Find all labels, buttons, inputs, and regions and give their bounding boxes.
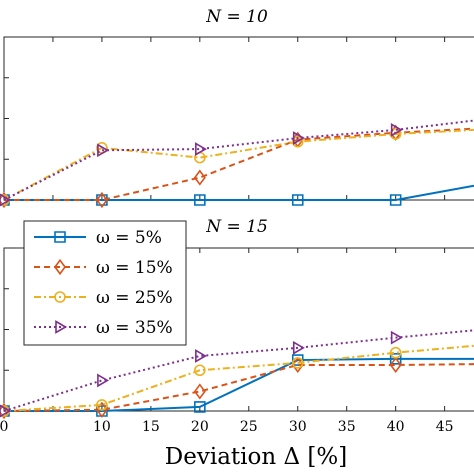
legend-label: ω = 5% (96, 228, 162, 248)
data-point (291, 194, 304, 206)
x-axis-label: Deviation Δ [%] (165, 444, 347, 470)
data-point (97, 143, 110, 158)
data-point (292, 131, 305, 145)
data-point (97, 373, 110, 388)
series-line (4, 184, 474, 201)
x-tick-label: 25 (240, 419, 258, 435)
series-4 (0, 329, 474, 418)
x-tick-label: 30 (289, 419, 307, 435)
legend-entry: ω = 5% (34, 228, 162, 248)
data-point (195, 349, 207, 363)
data-point (193, 383, 206, 400)
data-point (291, 357, 304, 369)
x-tick-label: 15 (142, 419, 160, 435)
series-line (4, 127, 474, 201)
series-line (3, 344, 474, 412)
data-point (390, 123, 403, 137)
data-point (193, 169, 206, 186)
data-point (194, 401, 206, 413)
data-point (0, 404, 12, 418)
series-line (3, 119, 474, 201)
axes-box (3, 36, 474, 201)
chart-panel-2: N = 15 0 10 15 20 25 30 35 40 45 Deviation Δ [%] (0, 217, 474, 470)
legend-marker (54, 258, 66, 276)
series-3 (0, 344, 474, 417)
series-line (3, 363, 474, 412)
data-point (389, 128, 402, 140)
legend-label: ω = 25% (96, 288, 173, 308)
x-tick-label: 40 (387, 419, 405, 435)
legend: ω = 5% ω = 15% ω = 25% ω = 35% (23, 220, 187, 346)
legend-marker (54, 231, 66, 243)
panel-title: N = 15 (205, 217, 268, 237)
legend-marker (55, 320, 68, 334)
legend-marker (54, 291, 66, 303)
data-point (390, 330, 403, 345)
chart-panel-1: N = 10 (0, 7, 474, 209)
x-tick-label: 0 (0, 419, 8, 435)
series-line (4, 357, 474, 412)
data-point (95, 191, 108, 209)
legend-label: ω = 15% (96, 258, 173, 278)
series-line (3, 128, 474, 201)
series-line (3, 329, 474, 412)
series-4 (0, 119, 474, 207)
x-tick-label: 20 (191, 419, 209, 435)
panel-title: N = 10 (205, 7, 268, 27)
data-point (96, 399, 108, 411)
x-tick-label: 45 (436, 419, 454, 435)
data-point (194, 194, 206, 206)
legend-label: ω = 35% (96, 318, 173, 338)
data-point (389, 346, 402, 359)
data-point (389, 194, 402, 206)
legend-box (23, 220, 187, 346)
data-point (292, 340, 305, 355)
x-tick-label: 35 (338, 419, 356, 435)
legend-entry: ω = 25% (34, 288, 173, 308)
data-point (195, 142, 207, 156)
series-1 (0, 353, 474, 417)
legend-entry: ω = 35% (34, 318, 173, 338)
data-point (291, 135, 304, 148)
data-point (0, 193, 12, 207)
data-point (389, 356, 402, 374)
series-2 (0, 356, 474, 420)
x-tick-label: 10 (93, 419, 111, 435)
legend-entry: ω = 15% (34, 258, 173, 278)
series-1 (0, 184, 474, 206)
data-point (194, 364, 206, 377)
series-3 (0, 128, 474, 206)
